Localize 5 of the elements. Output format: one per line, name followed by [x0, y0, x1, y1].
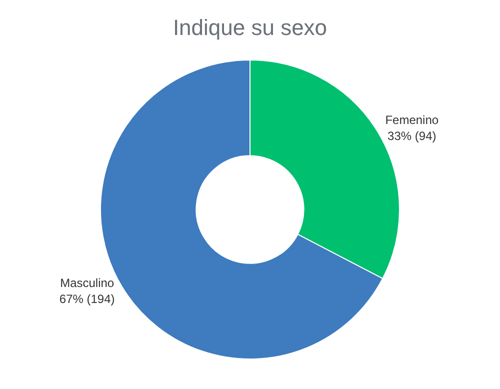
data-label: 67% (194): [59, 292, 115, 306]
slice-label: Femenino: [385, 113, 439, 128]
data-label: 33% (94): [388, 128, 436, 143]
chart-title: Indique su sexo: [172, 14, 328, 40]
slice-label: Masculino: [60, 276, 114, 290]
